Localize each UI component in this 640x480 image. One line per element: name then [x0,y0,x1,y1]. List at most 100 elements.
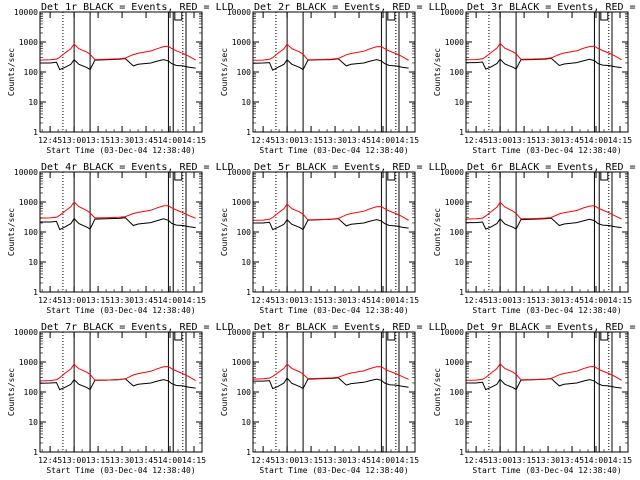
plot-frame [465,11,629,133]
y-tick-label: 1000 [445,358,464,367]
y-axis-label: Counts/sec [220,208,229,256]
x-tick-label: 14:00 [584,296,608,305]
panel-det-1: Det 1r BLACK = Events, RED = LLD Counts/s… [7,2,234,155]
y-tick-label: 10 [241,98,251,107]
x-tick-label: 14:15 [608,136,632,145]
lld-series [253,363,409,380]
y-tick-label: 1 [33,288,38,297]
panel-det-6: Det 6r BLACK = Events, RED = LLD Counts/s… [433,162,640,315]
y-tick-label: 1000 [232,198,251,207]
x-tick-label: 12:45 [38,136,62,145]
y-tick-label: 1000 [19,358,38,367]
y-tick-label: 10000 [14,168,38,177]
y-axis-label: Counts/sec [433,48,442,96]
y-tick-label: 10 [241,258,251,267]
x-tick-label: 13:00 [488,136,512,145]
marker-box [600,332,609,341]
x-tick-label: 13:30 [536,456,560,465]
panel-det-2: Det 2r BLACK = Events, RED = LLD Counts/s… [220,2,447,155]
y-tick-label: 10000 [440,168,464,177]
panel-title: Det 4r BLACK = Events, RED = LLD [41,162,234,173]
y-tick-label: 1000 [445,38,464,47]
events-series [40,58,196,71]
x-tick-label: 13:45 [134,136,158,145]
x-tick-label: 13:00 [62,456,86,465]
x-tick-label: 14:00 [371,136,395,145]
x-tick-label: 13:30 [110,296,134,305]
x-axis-label: Start Time (03-Dec-04 12:38:40) [472,306,621,315]
panel-det-8: Det 8r BLACK = Events, RED = LLD Counts/s… [220,322,447,475]
x-tick-label: 13:00 [275,296,299,305]
y-tick-label: 100 [24,228,39,237]
y-tick-label: 1 [246,288,251,297]
x-tick-label: 14:15 [608,296,632,305]
x-tick-label: 12:45 [464,296,488,305]
x-tick-label: 14:15 [182,136,206,145]
x-tick-label: 13:30 [323,136,347,145]
y-tick-label: 10000 [14,328,38,337]
lld-series [466,363,622,381]
x-tick-label: 13:15 [86,296,110,305]
panel-title: Det 5r BLACK = Events, RED = LLD [254,162,447,173]
y-tick-label: 10000 [14,8,38,17]
y-axis-label: Counts/sec [433,208,442,256]
x-tick-label: 14:15 [182,456,206,465]
y-tick-label: 10000 [227,8,251,17]
lld-series [40,201,196,219]
y-axis-label: Counts/sec [7,48,16,96]
x-tick-label: 13:45 [347,456,371,465]
x-tick-label: 13:45 [134,456,158,465]
marker-box [600,172,609,181]
x-tick-label: 13:45 [560,296,584,305]
y-tick-label: 10000 [440,328,464,337]
y-tick-label: 10000 [227,168,251,177]
x-tick-label: 13:30 [323,456,347,465]
x-tick-label: 12:45 [251,456,275,465]
y-tick-label: 1 [33,128,38,137]
y-tick-label: 10000 [227,328,251,337]
plot-frame [465,331,629,453]
events-series [40,378,196,391]
marker-box [387,12,396,21]
y-tick-label: 10000 [440,8,464,17]
events-series [253,58,409,71]
panel-det-7: Det 7r BLACK = Events, RED = LLD Counts/s… [7,322,234,475]
marker-box [387,332,396,341]
y-tick-label: 100 [450,68,465,77]
x-tick-label: 13:00 [275,456,299,465]
panel-title: Det 7r BLACK = Events, RED = LLD [41,322,234,333]
x-tick-label: 14:00 [158,296,182,305]
x-tick-label: 13:30 [110,456,134,465]
x-tick-label: 14:00 [584,136,608,145]
x-tick-label: 13:00 [488,296,512,305]
y-axis-label: Counts/sec [220,368,229,416]
x-tick-label: 13:00 [62,296,86,305]
x-axis-label: Start Time (03-Dec-04 12:38:40) [259,466,408,475]
y-tick-label: 10 [454,98,464,107]
x-tick-label: 13:00 [488,456,512,465]
plot-frame [252,11,416,133]
lld-series [40,363,196,382]
y-tick-label: 10 [28,418,38,427]
panel-det-4: Det 4r BLACK = Events, RED = LLD Counts/s… [7,162,234,315]
y-tick-label: 10 [28,98,38,107]
panel-det-5: Det 5r BLACK = Events, RED = LLD Counts/s… [220,162,447,315]
panel-title: Det 9r BLACK = Events, RED = LLD [467,322,640,333]
x-axis-label: Start Time (03-Dec-04 12:38:40) [472,466,621,475]
plot-frame [465,171,629,293]
y-tick-label: 1000 [232,358,251,367]
x-tick-label: 13:45 [134,296,158,305]
y-tick-label: 1 [246,128,251,137]
x-tick-label: 12:45 [38,296,62,305]
y-tick-label: 100 [450,388,465,397]
y-axis-label: Counts/sec [7,368,16,416]
y-tick-label: 100 [237,228,252,237]
x-tick-label: 14:15 [395,456,419,465]
lld-series [40,43,196,61]
x-tick-label: 14:15 [395,296,419,305]
x-tick-label: 12:45 [464,136,488,145]
x-tick-label: 13:30 [323,296,347,305]
y-tick-label: 100 [237,388,252,397]
y-tick-label: 10 [28,258,38,267]
y-tick-label: 1000 [19,38,38,47]
